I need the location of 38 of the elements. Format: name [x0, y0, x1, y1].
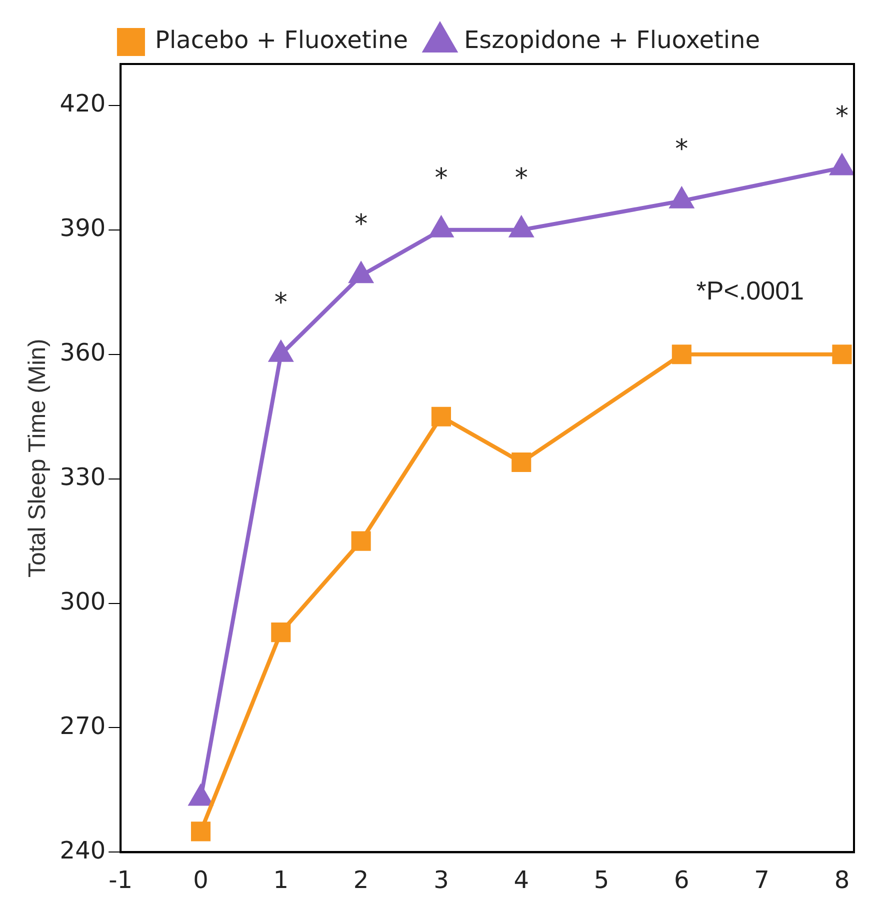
x-tick-label: 2 [353, 866, 369, 894]
annotation: * [274, 288, 288, 318]
y-tick-label: 300 [60, 588, 106, 616]
x-tick-label: 6 [674, 866, 690, 894]
y-axis-title: Total Sleep Time (Min) [24, 338, 52, 578]
legend-label: Placebo + Fluoxetine [154, 26, 408, 54]
point [430, 216, 453, 238]
x-tick-label: 5 [594, 866, 610, 894]
annotation: * [354, 209, 368, 240]
x-tick-label: 3 [434, 866, 449, 894]
point [670, 188, 694, 208]
point [190, 822, 211, 842]
x-tick-label: 4 [514, 866, 530, 894]
point [271, 622, 291, 642]
y-tick-label: 330 [60, 463, 106, 492]
annotation: *P<.0001 [696, 276, 804, 306]
y-tick-label: 360 [60, 338, 106, 367]
annotation: * [835, 101, 848, 132]
x-tick-label: -1 [108, 866, 133, 894]
legend-label: Eszopidone + Fluoxetine [464, 26, 760, 54]
point [350, 262, 373, 284]
x-tick-label: 0 [193, 866, 208, 894]
x-tick-label: 8 [834, 866, 850, 894]
point [512, 452, 532, 472]
y-tick-label: 390 [60, 214, 106, 242]
y-tick-label: 420 [60, 90, 106, 118]
point [830, 154, 854, 176]
x-tick-label: 1 [273, 866, 289, 894]
y-tick-label: 270 [60, 712, 106, 740]
x-tick-label: 7 [754, 866, 770, 894]
annotation: * [434, 164, 448, 194]
point [510, 216, 533, 238]
point [351, 531, 371, 551]
point [269, 341, 292, 362]
annotation: * [514, 164, 528, 194]
y-tick-label: 240 [60, 836, 106, 864]
point [431, 406, 451, 426]
annotation: * [675, 134, 688, 165]
